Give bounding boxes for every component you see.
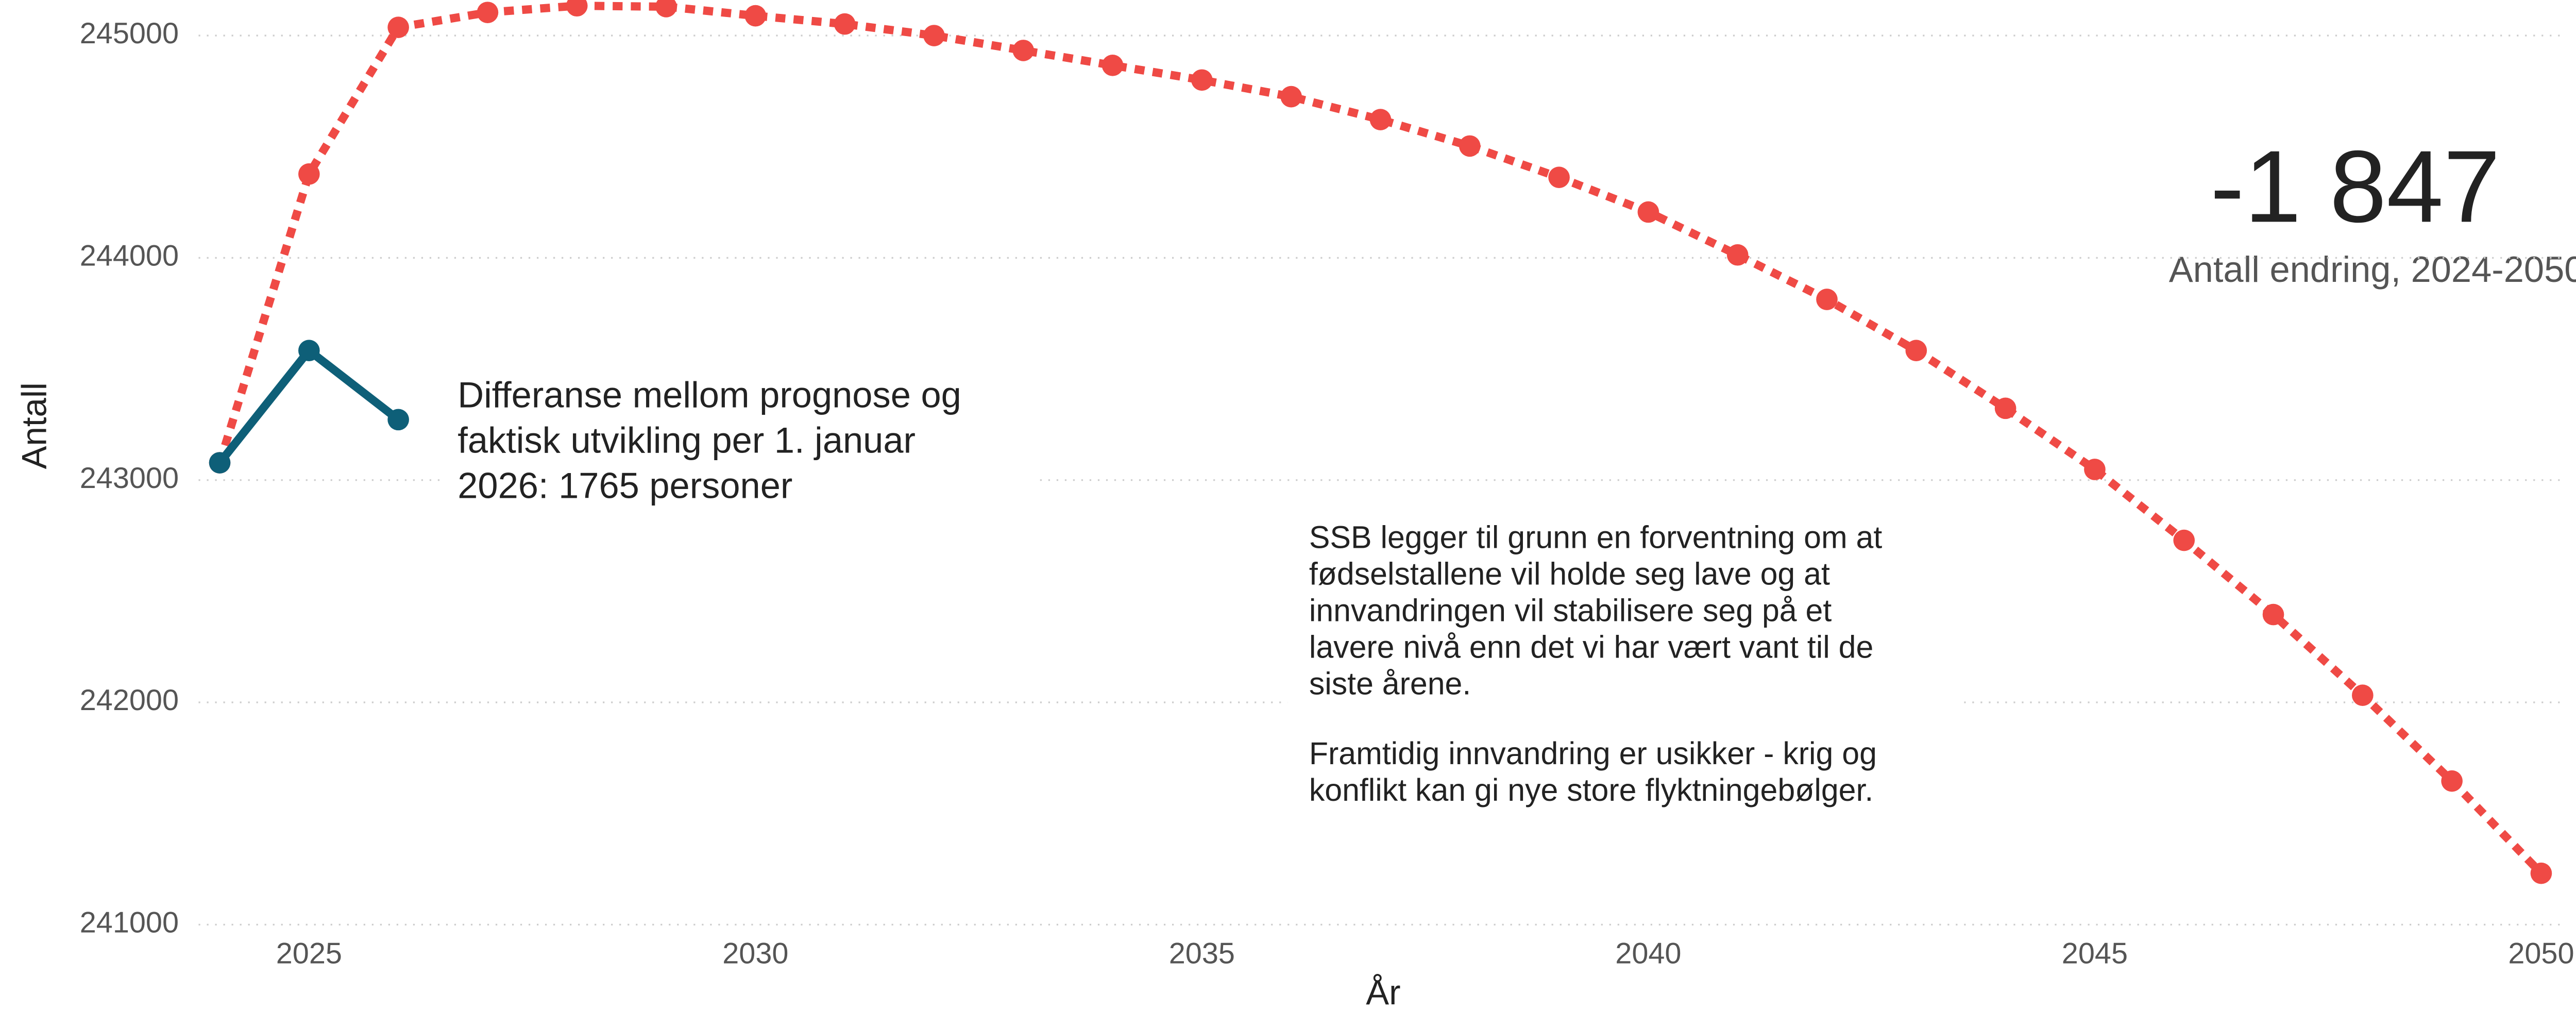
annotation: faktisk utvikling per 1. januar (457, 420, 916, 461)
y-axis-label: Antall (15, 382, 54, 469)
data-point (1012, 40, 1035, 61)
annotation: Differanse mellom prognose og (457, 374, 961, 415)
data-point (2441, 770, 2463, 792)
y-tick-label: 243000 (80, 462, 179, 495)
annotation: SSB legger til grunn en forventning om a… (1309, 519, 1883, 554)
y-tick-label: 244000 (80, 240, 179, 273)
data-point (834, 13, 856, 35)
y-tick-label: 245000 (80, 17, 179, 50)
data-point (655, 0, 677, 18)
data-point (387, 16, 409, 38)
data-point (1280, 86, 1302, 108)
data-point (209, 452, 231, 474)
annotation-bg (1287, 503, 1964, 834)
annotation-bg (443, 366, 1037, 518)
x-tick-label: 2030 (722, 937, 788, 970)
data-point (1548, 166, 1570, 189)
data-point (923, 25, 945, 46)
x-tick-label: 2025 (276, 937, 342, 970)
data-point (2262, 603, 2284, 626)
annotation: Framtidig innvandring er usikker - krig … (1309, 736, 1877, 771)
data-point (1637, 201, 1659, 223)
series-line (215, 2, 2545, 877)
x-axis-label: År (1366, 973, 1400, 1010)
data-point (298, 340, 320, 362)
data-point (566, 0, 588, 17)
data-point (1994, 397, 2016, 419)
x-tick-label: 2035 (1169, 937, 1235, 970)
headline-subtitle: Antall endring, 2024-2050 (2169, 249, 2576, 290)
data-point (1905, 340, 1927, 362)
data-point (477, 2, 499, 23)
annotation: fødselstallene vil holde seg lave og at (1309, 556, 1830, 591)
headline: -1 847 (2210, 129, 2500, 244)
data-point (1369, 109, 1392, 130)
data-point (1191, 69, 1213, 91)
y-tick-label: 241000 (80, 906, 179, 939)
x-tick-label: 2040 (1615, 937, 1681, 970)
data-point (2084, 459, 2106, 480)
data-point (387, 409, 409, 431)
x-tick-label: 2045 (2062, 937, 2128, 970)
data-point (298, 163, 320, 185)
annotation: siste årene. (1309, 666, 1471, 701)
data-point (1726, 244, 1749, 266)
annotation: lavere nivå enn det vi har vært vant til… (1309, 630, 1873, 665)
data-point (1816, 289, 1838, 310)
annotation: 2026: 1765 personer (457, 465, 792, 506)
data-point (2530, 862, 2552, 884)
data-point (1459, 135, 1481, 157)
data-point (2352, 684, 2374, 706)
data-point (2173, 529, 2195, 551)
data-point (1101, 54, 1124, 76)
annotation: innvandringen vil stabilisere seg på et (1309, 593, 1832, 628)
data-point (744, 5, 767, 27)
y-tick-label: 242000 (80, 684, 179, 717)
x-tick-label: 2050 (2508, 937, 2574, 970)
annotation: konflikt kan gi nye store flyktningebølg… (1309, 772, 1873, 807)
